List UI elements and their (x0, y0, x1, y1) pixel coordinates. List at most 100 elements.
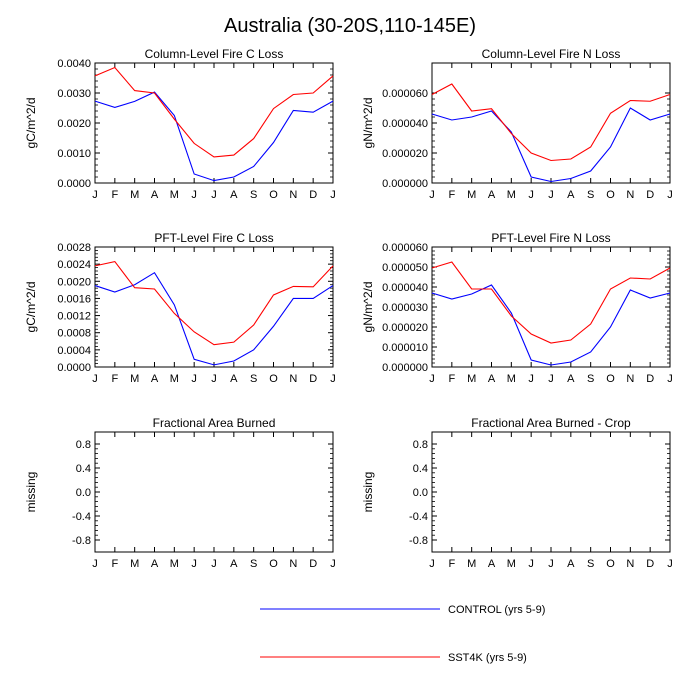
x-tick-label: D (309, 373, 317, 385)
legend: CONTROL (yrs 5-9) SST4K (yrs 5-9) (260, 604, 545, 664)
x-tick-label: J (667, 189, 673, 201)
x-tick-label: M (507, 189, 516, 201)
x-tick-label: M (467, 189, 476, 201)
y-tick-label: 0.0012 (57, 311, 91, 323)
x-tick-label: M (130, 558, 139, 570)
x-tick-label: D (646, 189, 654, 201)
x-tick-label: J (92, 189, 98, 201)
x-tick-label: J (528, 189, 534, 201)
x-tick-label: J (211, 189, 217, 201)
y-tick-label: 0.000000 (382, 178, 428, 190)
y-tick-label: 0.0004 (57, 345, 91, 357)
y-tick-label: 0.000030 (382, 302, 428, 314)
x-tick-label: J (330, 189, 336, 201)
x-tick-label: A (230, 189, 238, 201)
x-tick-label: O (606, 189, 615, 201)
y-tick-label: 0.4 (76, 463, 91, 475)
x-tick-label: J (191, 373, 197, 385)
x-tick-label: S (250, 189, 257, 201)
x-tick-label: J (211, 558, 217, 570)
x-tick-label: D (646, 558, 654, 570)
x-tick-label: M (467, 558, 476, 570)
x-tick-label: F (111, 373, 118, 385)
y-tick-label: 0.0020 (57, 118, 91, 130)
series-line-control (431, 107, 671, 183)
x-tick-label: S (587, 373, 594, 385)
y-tick-label: -0.8 (409, 535, 428, 547)
x-tick-label: J (191, 558, 197, 570)
y-tick-label: 0.000020 (382, 148, 428, 160)
y-tick-label: 0.8 (413, 439, 428, 451)
x-tick-label: J (191, 189, 197, 201)
y-tick-label: 0.0000 (57, 362, 91, 374)
x-tick-label: J (211, 373, 217, 385)
legend-label-sst4k: SST4K (yrs 5-9) (448, 652, 527, 664)
x-tick-label: J (92, 373, 98, 385)
y-tick-label: 0.0016 (57, 293, 91, 305)
y-tick-label: 0.000060 (382, 88, 428, 100)
x-tick-label: S (250, 373, 257, 385)
legend-label-control: CONTROL (yrs 5-9) (448, 604, 545, 616)
x-tick-label: M (467, 373, 476, 385)
x-tick-label: O (606, 558, 615, 570)
x-tick-label: F (448, 189, 455, 201)
x-tick-label: J (528, 558, 534, 570)
x-tick-label: J (429, 189, 435, 201)
x-tick-label: N (626, 189, 634, 201)
chart-title: PFT-Level Fire N Loss (491, 231, 610, 245)
plot-frame (431, 431, 671, 553)
y-tick-label: 0.0008 (57, 328, 91, 340)
x-tick-label: A (488, 558, 496, 570)
y-tick-label: 0.000040 (382, 118, 428, 130)
y-tick-label: 0.0028 (57, 242, 91, 254)
x-tick-label: J (528, 373, 534, 385)
x-tick-label: M (170, 373, 179, 385)
x-tick-label: S (587, 558, 594, 570)
series-line-sst4k (431, 83, 671, 162)
x-tick-label: A (567, 373, 575, 385)
x-tick-label: F (448, 373, 455, 385)
y-tick-label: -0.4 (409, 511, 428, 523)
x-tick-label: J (667, 558, 673, 570)
plot-frame (94, 62, 334, 184)
y-tick-label: 0.000020 (382, 322, 428, 334)
series-line-control (431, 284, 671, 366)
x-tick-label: M (170, 189, 179, 201)
y-tick-label: 0.8 (76, 439, 91, 451)
series-line-control (94, 91, 334, 182)
y-axis-label: gC/m^2/d (24, 98, 38, 149)
y-tick-label: -0.4 (72, 511, 91, 523)
x-tick-label: A (488, 373, 496, 385)
y-tick-label: 0.000060 (382, 242, 428, 254)
x-tick-label: N (289, 373, 297, 385)
x-tick-label: J (548, 189, 554, 201)
y-tick-label: 0.0024 (57, 259, 91, 271)
plot-frame (431, 246, 671, 368)
plot-frame (94, 246, 334, 368)
series-line-control (94, 271, 334, 366)
x-tick-label: D (309, 189, 317, 201)
x-tick-label: N (626, 558, 634, 570)
x-tick-label: A (151, 373, 159, 385)
y-axis-label: missing (361, 472, 375, 513)
y-axis-label: gN/m^2/d (361, 282, 375, 333)
x-tick-label: F (111, 558, 118, 570)
x-tick-label: A (151, 189, 159, 201)
y-tick-label: -0.8 (72, 535, 91, 547)
x-tick-label: O (606, 373, 615, 385)
x-tick-label: A (488, 189, 496, 201)
x-tick-label: N (289, 189, 297, 201)
x-tick-label: J (667, 373, 673, 385)
x-tick-label: A (230, 558, 238, 570)
series-line-sst4k (94, 260, 334, 346)
x-tick-label: O (269, 189, 278, 201)
x-tick-label: N (289, 558, 297, 570)
chart-title: Column-Level Fire N Loss (482, 47, 621, 61)
x-tick-label: A (230, 373, 238, 385)
